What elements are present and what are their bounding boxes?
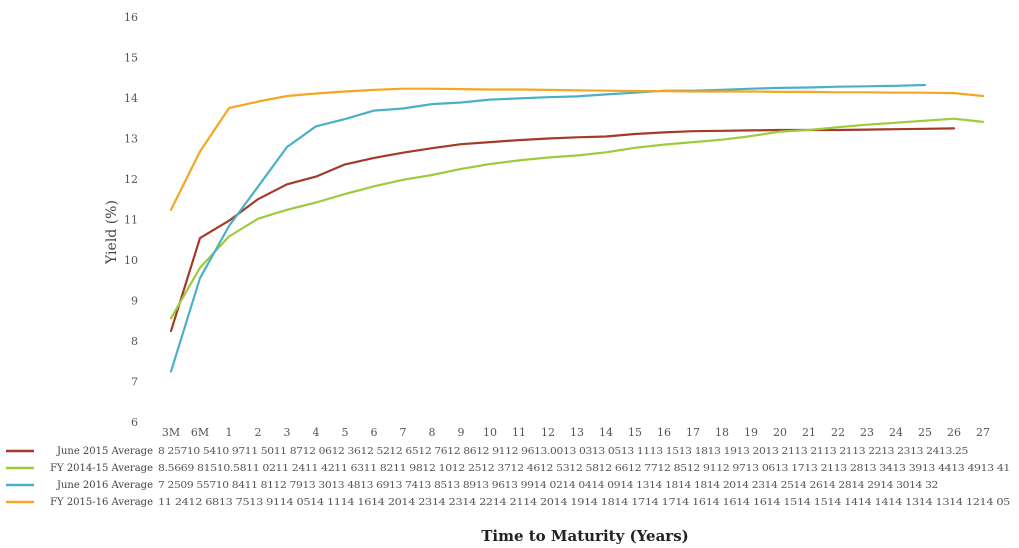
table-row-values: 11 2412 6813 7513 9114 0514 1114 1614 20…: [158, 498, 1011, 508]
table-row-values: 7 2509 55710 8411 8112 7913 3013 4813 69…: [158, 481, 938, 491]
y-tick-label: 8: [131, 335, 138, 348]
x-tick-label: 18: [715, 426, 729, 439]
x-tick-label: 10: [483, 426, 497, 439]
x-tick-label: 6M: [191, 426, 209, 439]
y-tick-label: 9: [131, 295, 138, 308]
x-tick-label: 9: [458, 426, 465, 439]
x-tick-label: 12: [541, 426, 555, 439]
x-tick-label: 8: [429, 426, 436, 439]
x-tick-label: 19: [744, 426, 758, 439]
x-axis-label: Time to Maturity (Years): [481, 527, 689, 545]
y-tick-label: 14: [124, 92, 138, 105]
x-axis-ticks: 3M 6M 1 2 3 4 5 6 7 8 9 10 11 12 13 14 15 16 17 18 19 20 21 22 2…: [162, 426, 990, 439]
data-table: June 2015 Average 8 25710 5410 9711 5011 …: [6, 446, 1011, 508]
x-tick-label: 2: [255, 426, 262, 439]
legend-label: June 2016 Average: [56, 480, 153, 491]
x-tick-label: 15: [628, 426, 642, 439]
x-tick-label: 6: [371, 426, 378, 439]
x-tick-label: 27: [976, 426, 990, 439]
y-tick-label: 13: [124, 133, 138, 146]
x-tick-label: 11: [512, 426, 526, 439]
series-line-2: [169, 83, 927, 373]
y-tick-label: 6: [131, 416, 138, 429]
x-tick-label: 20: [773, 426, 787, 439]
x-tick-label: 21: [802, 426, 816, 439]
x-tick-label: 3M: [162, 426, 180, 439]
x-tick-label: 5: [342, 426, 349, 439]
series-line-0: [169, 127, 956, 332]
x-tick-label: 17: [686, 426, 700, 439]
series-line-3: [169, 87, 985, 211]
table-row-values: 8 25710 5410 9711 5011 8712 0612 3612 52…: [158, 447, 969, 457]
legend-label: FY 2014-15 Average: [50, 463, 153, 474]
x-tick-label: 3: [284, 426, 291, 439]
series-line-1: [169, 117, 985, 320]
table-row-values: 8.5669 81510.5811 0211 2411 4211 6311 82…: [158, 464, 1010, 474]
x-tick-label: 14: [599, 426, 613, 439]
y-tick-label: 10: [124, 254, 138, 267]
x-tick-label: 7: [400, 426, 407, 439]
y-tick-label: 12: [124, 173, 138, 186]
y-tick-label: 7: [131, 376, 138, 389]
legend-label: June 2015 Average: [56, 446, 153, 457]
legend-label: FY 2015-16 Average: [50, 497, 153, 508]
x-tick-label: 26: [947, 426, 961, 439]
y-axis-label: Yield (%): [104, 200, 120, 265]
x-tick-label: 13: [570, 426, 584, 439]
x-tick-label: 16: [657, 426, 671, 439]
x-tick-label: 22: [831, 426, 845, 439]
y-axis-ticks: 6 7 8 9 10 11 12 13 14 15 16: [124, 11, 138, 429]
x-tick-label: 24: [889, 426, 903, 439]
x-tick-label: 25: [918, 426, 932, 439]
series-lines: [169, 83, 985, 373]
y-tick-label: 16: [124, 11, 138, 24]
y-tick-label: 15: [124, 52, 138, 65]
x-tick-label: 23: [860, 426, 874, 439]
x-tick-label: 1: [226, 426, 233, 439]
y-tick-label: 11: [124, 214, 138, 227]
x-tick-label: 4: [313, 426, 320, 439]
